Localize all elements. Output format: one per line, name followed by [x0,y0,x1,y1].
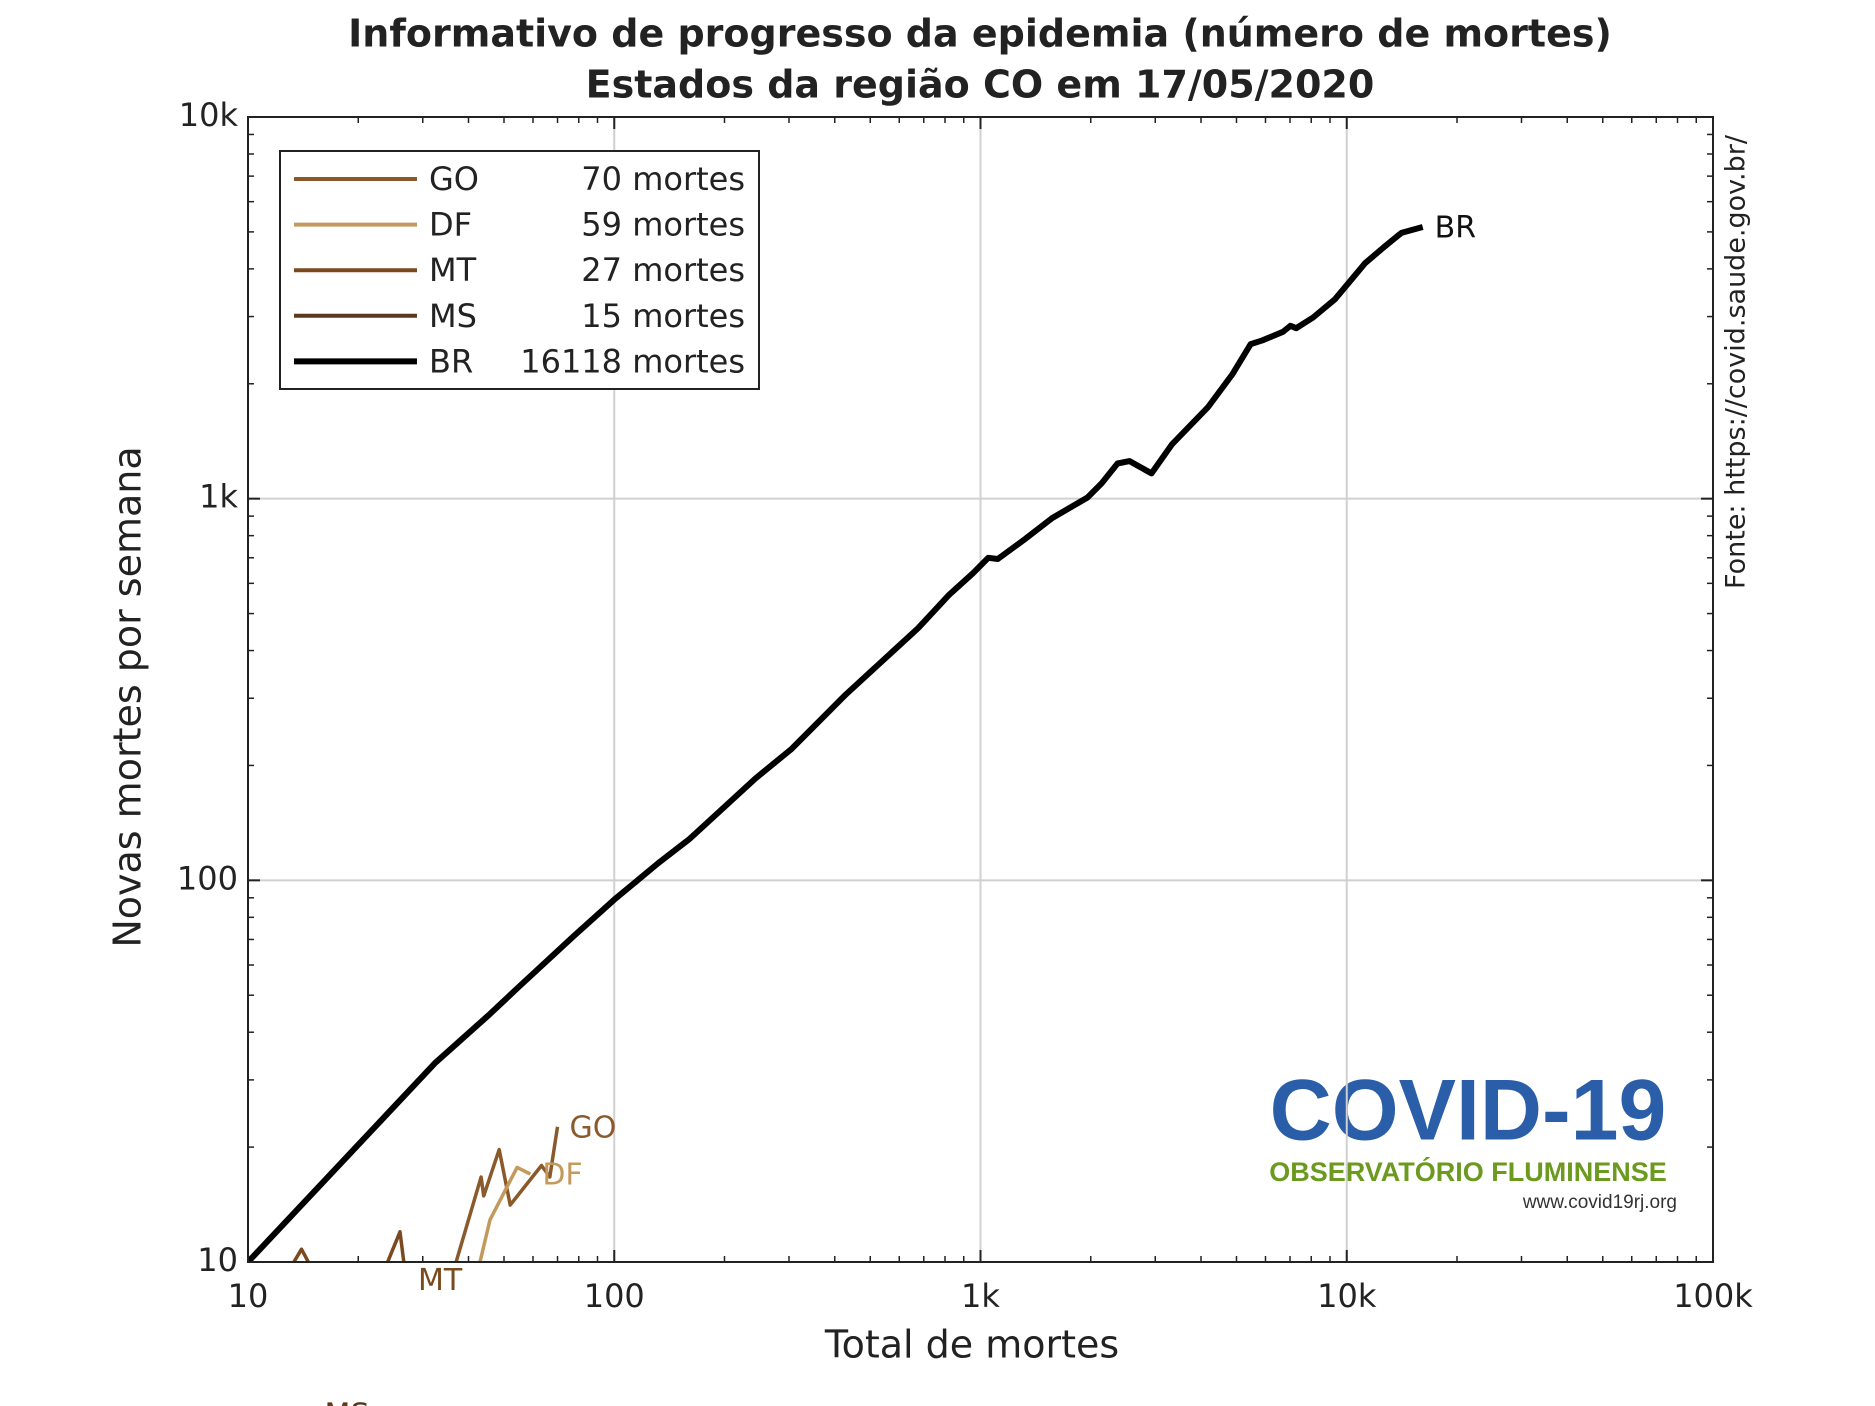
logo-url: www.covid19rj.org [1522,1192,1677,1213]
series-end-label: DF [542,1158,582,1193]
logo: COVID-19 OBSERVATÓRIO FLUMINENSE www.cov… [1269,1063,1677,1213]
data-line [454,1126,560,1262]
series-end-label: MT [418,1263,463,1298]
legend-name: MT [429,251,477,289]
data-line [478,1165,532,1262]
x-tick-label: 10k [1317,1277,1377,1315]
legend-total: 16118 mortes [520,342,745,380]
legend-name: GO [429,160,479,198]
legend-total: 70 mortes [581,160,745,198]
series-end-label: BR [1435,210,1476,245]
logo-title: COVID-19 [1270,1063,1667,1159]
chart-subtitle: Estados da região CO em 17/05/2020 [586,63,1375,107]
y-tick-label: 10 [197,1241,238,1279]
legend: GO 70 mortes DF 59 mortes MT 27 mortes MS 15 mo… [279,150,760,390]
data-line [291,1230,406,1262]
x-tick-label: 100 [584,1277,645,1315]
plot-frame [247,116,1714,1263]
chart-title: Informativo de progresso da epidemia (nú… [348,12,1612,56]
x-tick-label: 100k [1673,1277,1753,1315]
legend-name: DF [429,206,472,244]
data-line [248,224,1424,1262]
legend-total: 59 mortes [581,206,745,244]
series-end-label: GO [570,1110,617,1145]
legend-name: BR [429,342,473,380]
legend-name: MS [429,297,477,335]
x-tick-label: 1k [961,1277,1000,1315]
y-tick-label: 1k [199,478,238,516]
source-note: Fonte: https://covid.saude.gov.br/ [1721,134,1752,589]
legend-total: 27 mortes [581,251,745,289]
y-tick-label: 10k [179,96,239,134]
legend-total: 15 mortes [581,297,745,335]
y-tick-label: 100 [177,859,238,897]
x-tick-label: 10 [228,1277,269,1315]
x-axis-label: Total de mortes [824,1323,1119,1367]
logo-subtitle: OBSERVATÓRIO FLUMINENSE [1269,1156,1667,1187]
series-end-label: MS [324,1397,369,1406]
y-axis-label: Novas mortes por semana [106,446,150,947]
